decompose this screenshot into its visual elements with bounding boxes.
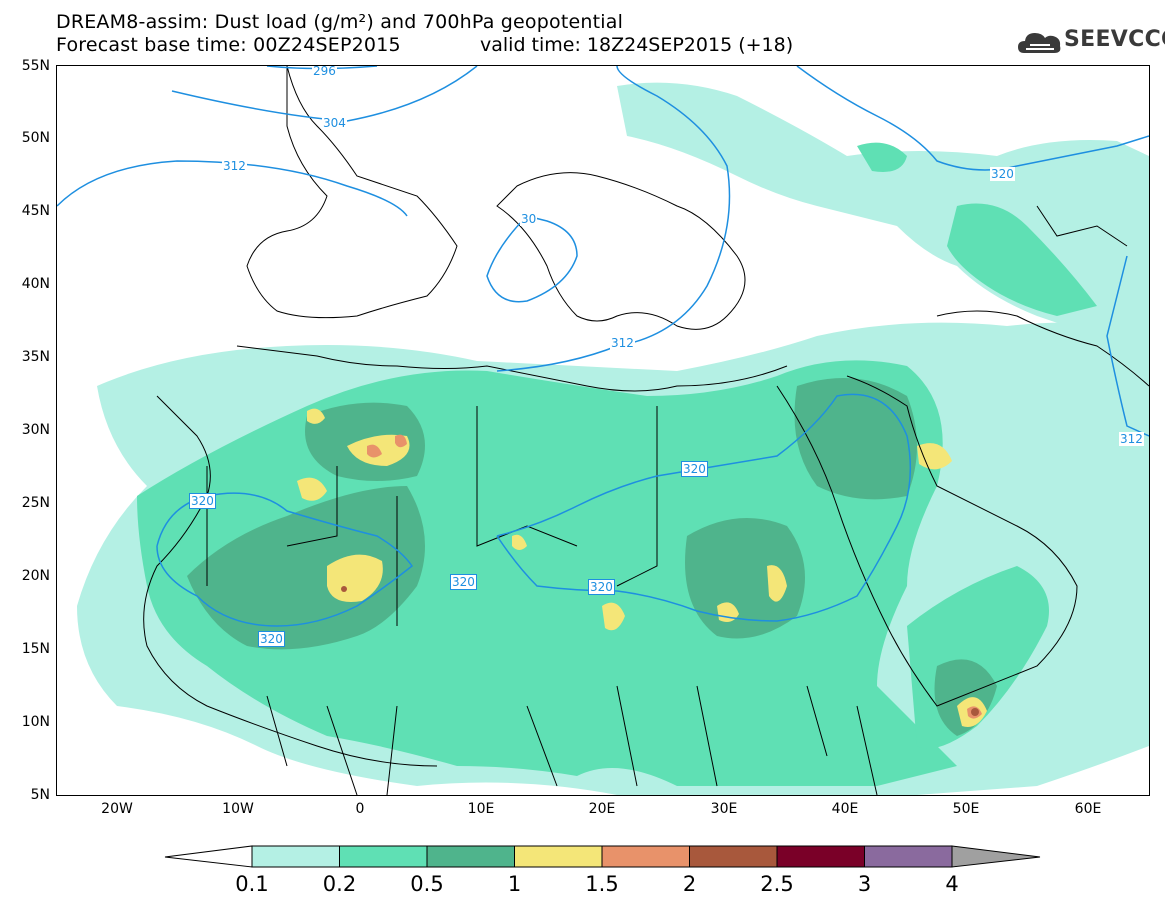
contour-label: 312 (222, 159, 247, 173)
lat-label: 20N (21, 568, 50, 584)
geopotential-contours (57, 66, 1149, 627)
lat-label: 25N (21, 495, 50, 511)
lat-label: 40N (21, 276, 50, 292)
lon-label: 10E (467, 801, 495, 817)
contour-label: 320 (588, 579, 615, 595)
lat-label: 35N (21, 349, 50, 365)
colorbar-label: 0.1 (235, 872, 269, 896)
colorbar-cell (426, 845, 515, 868)
contour-label: 30 (520, 212, 538, 226)
colorbar-under-arrow (164, 845, 253, 868)
lon-label: 30E (710, 801, 738, 817)
valid-time: valid time: 18Z24SEP2015 (+18) (480, 34, 794, 56)
map-title: DREAM8-assim: Dust load (g/m²) and 700hP… (56, 11, 624, 33)
colorbar-cell (601, 845, 690, 868)
map-canvas (57, 66, 1149, 795)
lon-label: 50E (952, 801, 980, 817)
colorbar-label: 1.5 (585, 872, 619, 896)
contour-label: 312 (610, 336, 635, 350)
colorbar-cell (776, 845, 865, 868)
contour-label: 320 (450, 574, 477, 590)
cloud-icon (1018, 33, 1061, 53)
lon-label: 0 (355, 801, 365, 817)
contour-label: 320 (258, 631, 285, 647)
colorbar-label: 0.5 (410, 872, 444, 896)
colorbar-label: 1 (507, 872, 522, 896)
lat-label: 50N (21, 130, 50, 146)
dust-layer-2 (341, 586, 979, 716)
lat-label: 30N (21, 422, 50, 438)
colorbar-label: 2.5 (760, 872, 794, 896)
contour-label: 320 (681, 461, 708, 477)
colorbar-label: 4 (945, 872, 959, 896)
lon-label: 10W (222, 801, 254, 817)
brand-text: SEEVCCC (1064, 27, 1165, 52)
contour-label: 320 (189, 493, 216, 509)
colorbar-cell (251, 845, 340, 868)
lon-label: 60E (1074, 801, 1102, 817)
contour-label: 296 (312, 65, 337, 78)
colorbar-cell (514, 845, 603, 868)
contour-label: 312 (1119, 432, 1144, 446)
seevccc-logo: SEEVCCC (1016, 25, 1165, 59)
lat-label: 55N (21, 58, 50, 74)
colorbar-label: 2 (682, 872, 697, 896)
colorbar-cell (864, 845, 953, 868)
colorbar-over-arrow (951, 845, 1041, 868)
colorbar-cell (339, 845, 428, 868)
lon-label: 40E (831, 801, 859, 817)
colorbar-label: 0.2 (322, 872, 357, 896)
dust-layer-1 (297, 408, 987, 727)
lat-label: 45N (21, 203, 50, 219)
contour-label: 304 (322, 116, 347, 130)
contour-label: 320 (990, 167, 1015, 181)
colorbar-cells (251, 845, 953, 868)
lon-label: 20E (588, 801, 616, 817)
lat-label: 10N (21, 714, 50, 730)
lon-label: 20W (101, 801, 133, 817)
lat-label: 15N (21, 641, 50, 657)
colorbar-label: 3 (857, 872, 872, 896)
borders (143, 66, 1149, 795)
colorbar-cell (689, 845, 778, 868)
forecast-base-time: Forecast base time: 00Z24SEP2015 (56, 34, 401, 56)
dust-map: 296 304 312 30 312 320 320 320 320 320 3… (56, 65, 1150, 796)
lat-label: 5N (30, 787, 50, 803)
